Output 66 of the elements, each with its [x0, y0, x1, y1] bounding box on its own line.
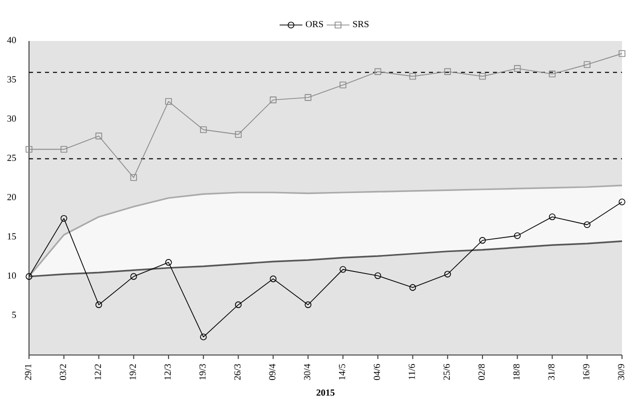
y-tick-label: 5: [12, 312, 16, 318]
point: [270, 276, 277, 282]
x-tick-label: 30/9: [618, 364, 624, 380]
point: [409, 284, 416, 291]
point: [95, 301, 102, 308]
point: [200, 334, 207, 340]
x-tick-label: 18/8: [513, 364, 520, 380]
point: [234, 301, 242, 308]
x-tick-label: 14/5: [338, 364, 346, 380]
point: [304, 94, 312, 101]
point: [584, 221, 590, 228]
y-tick-label: 20: [7, 194, 16, 200]
point: [584, 61, 590, 68]
point: [548, 70, 556, 78]
line-series: [29, 184, 622, 278]
point: [374, 68, 382, 75]
x-tick-label: 02/8: [478, 364, 485, 380]
y-tick-label: 30: [7, 115, 16, 122]
point: [409, 72, 416, 80]
point: [304, 301, 312, 308]
point: [514, 232, 521, 240]
x-tick-label: 29/1: [24, 364, 32, 380]
point: [374, 272, 382, 280]
legend-label: SRS: [353, 20, 369, 28]
point: [444, 68, 451, 75]
point: [618, 198, 626, 206]
point: [130, 273, 137, 280]
x-tick-label: 16/9: [583, 364, 590, 380]
x-tick-label: 11/6: [408, 364, 415, 380]
point: [60, 146, 68, 153]
x-tick-label: 19/2: [130, 364, 136, 380]
point: [165, 259, 172, 266]
point: [26, 273, 32, 280]
x-tick-label: 31/8: [548, 364, 554, 380]
y-tick-label: 40: [7, 36, 16, 44]
point: [479, 237, 486, 244]
y-tick-label: 15: [8, 233, 16, 240]
point: [60, 215, 68, 222]
x-tick-label: 12/3: [164, 364, 171, 380]
point: [165, 98, 172, 105]
point: [340, 266, 346, 273]
point: [26, 146, 32, 153]
y-tick-label: 25: [7, 154, 16, 161]
point: [234, 131, 242, 138]
x-axis-title: 2015: [316, 389, 334, 396]
y-tick-label: 10: [8, 272, 16, 279]
point: [340, 82, 346, 88]
x-tick-label: 12/2: [94, 364, 101, 380]
point: [548, 214, 556, 220]
legend-label: ORS: [306, 20, 324, 28]
point: [618, 50, 626, 57]
x-tick-label: 19/3: [199, 364, 206, 380]
x-tick-label: 04/6: [374, 364, 380, 380]
point: [95, 132, 102, 140]
point: [200, 126, 207, 134]
x-tick-label: 26/3: [234, 364, 241, 380]
y-tick-label: 35: [7, 76, 16, 82]
x-tick-label: 30/4: [304, 364, 310, 380]
point: [130, 174, 137, 181]
point: [270, 96, 277, 104]
point: [514, 65, 521, 72]
point: [479, 72, 486, 80]
x-tick-label: 25/6: [444, 364, 450, 380]
x-tick-label: 03/2: [60, 364, 66, 380]
x-tick-label: 09/4: [269, 364, 276, 380]
point: [444, 270, 451, 278]
